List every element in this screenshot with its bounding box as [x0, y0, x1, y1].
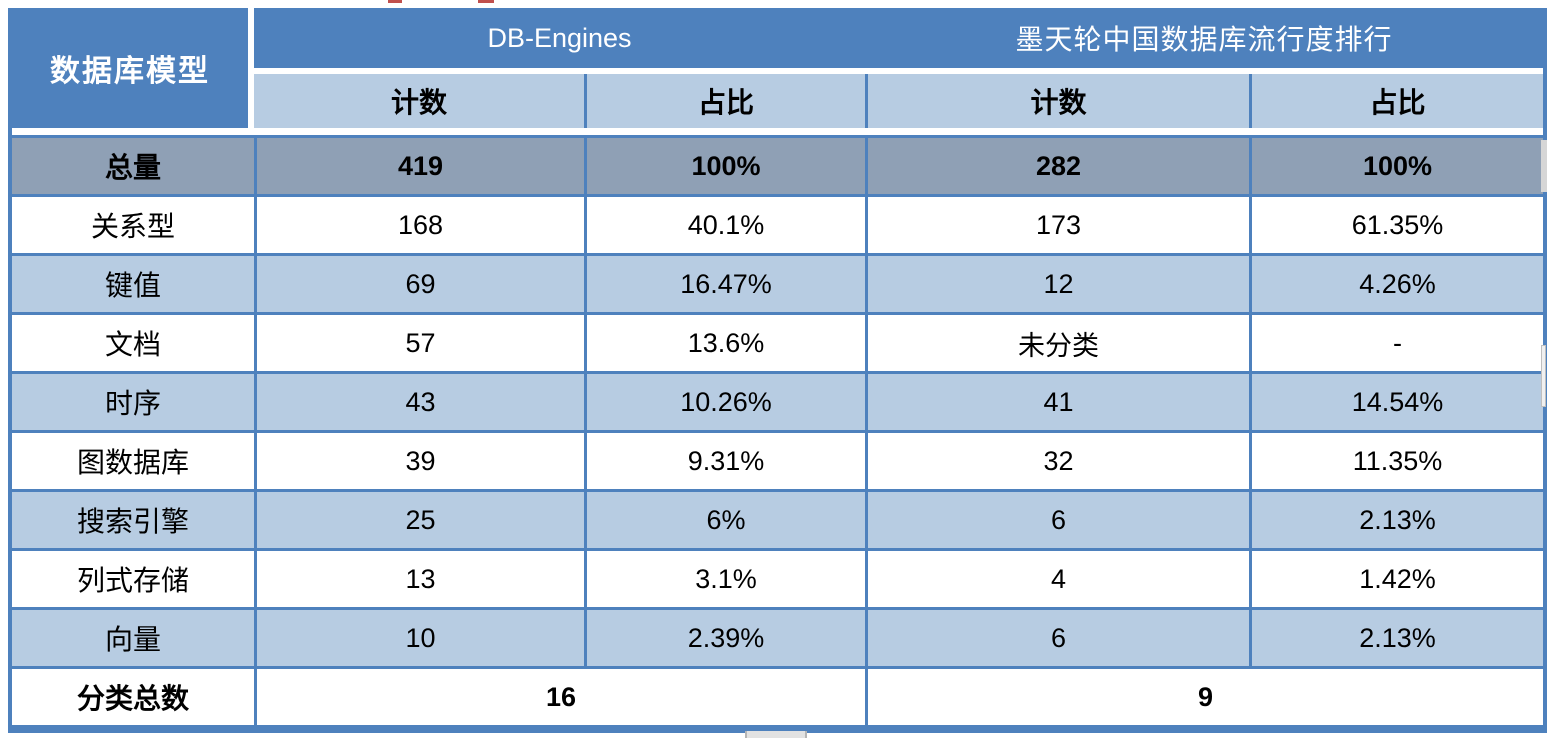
cell-value: 1.42% — [1249, 551, 1543, 607]
cell-value: 69 — [254, 256, 584, 312]
cell-value: 2.13% — [1249, 492, 1543, 548]
row-label: 列式存储 — [12, 551, 254, 607]
row-header-cell: 数据库模型 — [12, 8, 254, 128]
cell-value: 2.13% — [1249, 610, 1543, 666]
group-header-modb: 墨天轮中国数据库流行度排行 — [1015, 24, 1393, 55]
table-row: 键值 69 16.47% 12 4.26% — [12, 253, 1543, 312]
sub-header-share-modb: 占比 — [1249, 74, 1543, 128]
cell-value: 168 — [254, 197, 584, 253]
cell-value: 32 — [865, 433, 1249, 489]
row-label: 总量 — [12, 138, 254, 194]
cell-value: 282 — [865, 138, 1249, 194]
footer-label: 分类总数 — [12, 669, 254, 725]
cell-value: 11.35% — [1249, 433, 1543, 489]
cell-value: 6% — [584, 492, 865, 548]
cell-value: 41 — [865, 374, 1249, 430]
cell-value: 10.26% — [584, 374, 865, 430]
cell-value: 100% — [1249, 138, 1543, 194]
row-label: 键值 — [12, 256, 254, 312]
horizontal-scrollbar-thumb[interactable] — [745, 731, 807, 738]
database-model-comparison-table: 数据库模型 DB-Engines 墨天轮中国数据库流行度排行 计数 占比 计数 … — [8, 8, 1547, 733]
cell-value: 43 — [254, 374, 584, 430]
vertical-scrollbar-fragment[interactable] — [1541, 345, 1546, 407]
group-header-db-engines: DB-Engines — [487, 22, 632, 53]
cell-value: 14.54% — [1249, 374, 1543, 430]
column-group-band: DB-Engines 墨天轮中国数据库流行度排行 — [254, 8, 1543, 68]
header-divider-gap — [254, 68, 1543, 74]
cell-value: 16.47% — [584, 256, 865, 312]
right-edge-tab-artifact — [1541, 140, 1547, 192]
table-row: 向量 10 2.39% 6 2.13% — [12, 607, 1543, 666]
cell-value: - — [1249, 315, 1543, 371]
cropped-text-artifact — [478, 0, 494, 3]
cell-value: 未分类 — [865, 315, 1249, 371]
cell-value: 25 — [254, 492, 584, 548]
table-row-total: 总量 419 100% 282 100% — [12, 138, 1543, 194]
sub-header-count-db: 计数 — [254, 74, 584, 128]
table-row: 图数据库 39 9.31% 32 11.35% — [12, 430, 1543, 489]
cell-value: 4.26% — [1249, 256, 1543, 312]
table-row: 文档 57 13.6% 未分类 - — [12, 312, 1543, 371]
cell-value: 39 — [254, 433, 584, 489]
cell-value: 13 — [254, 551, 584, 607]
cell-value: 61.35% — [1249, 197, 1543, 253]
cell-value: 57 — [254, 315, 584, 371]
cell-value: 100% — [584, 138, 865, 194]
row-label: 图数据库 — [12, 433, 254, 489]
cell-value: 173 — [865, 197, 1249, 253]
cell-value: 6 — [865, 610, 1249, 666]
cell-value: 13.6% — [584, 315, 865, 371]
row-label: 文档 — [12, 315, 254, 371]
cell-value: 12 — [865, 256, 1249, 312]
cell-value: 4 — [865, 551, 1249, 607]
table-header: 数据库模型 DB-Engines 墨天轮中国数据库流行度排行 计数 占比 计数 … — [12, 8, 1543, 128]
table-row: 列式存储 13 3.1% 4 1.42% — [12, 548, 1543, 607]
cell-value: 2.39% — [584, 610, 865, 666]
sub-header-count-modb: 计数 — [865, 74, 1249, 128]
cell-value: 6 — [865, 492, 1249, 548]
footer-db-engines-total: 16 — [254, 669, 865, 725]
cell-value: 419 — [254, 138, 584, 194]
row-label: 向量 — [12, 610, 254, 666]
cell-value: 40.1% — [584, 197, 865, 253]
table-row: 时序 43 10.26% 41 14.54% — [12, 371, 1543, 430]
table-row: 关系型 168 40.1% 173 61.35% — [12, 194, 1543, 253]
cell-value: 9.31% — [584, 433, 865, 489]
cell-value: 3.1% — [584, 551, 865, 607]
row-label: 搜索引擎 — [12, 492, 254, 548]
table-row: 搜索引擎 25 6% 6 2.13% — [12, 489, 1543, 548]
cropped-text-artifact — [388, 0, 402, 3]
table-body: 总量 419 100% 282 100% 关系型 168 40.1% 173 6… — [12, 135, 1543, 733]
footer-modb-total: 9 — [865, 669, 1543, 725]
sub-header-share-db: 占比 — [584, 74, 865, 128]
table-footer-row: 分类总数 16 9 — [12, 666, 1543, 725]
row-label: 关系型 — [12, 197, 254, 253]
row-label: 时序 — [12, 374, 254, 430]
cell-value: 10 — [254, 610, 584, 666]
